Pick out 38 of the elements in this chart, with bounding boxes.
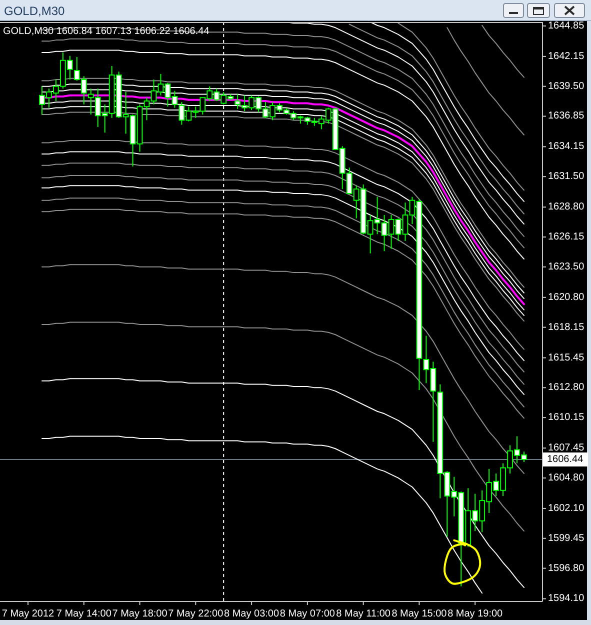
y-tick-label: 1602.10 (548, 502, 585, 514)
y-tick-label: 1626.15 (548, 232, 585, 243)
x-tick-label: 8 May 19:00 (448, 608, 504, 620)
x-tick-label: 7 May 14:00 (56, 608, 112, 620)
line-series (41, 322, 524, 532)
line-series (370, 22, 524, 202)
y-tick-label: 1628.80 (548, 202, 585, 213)
y-tick-label: 1596.80 (548, 562, 585, 574)
y-tick-label: 1607.45 (548, 442, 585, 454)
y-tick-label: 1594.10 (548, 593, 585, 604)
line-series (41, 264, 524, 474)
y-tick-label: 1642.15 (548, 50, 585, 62)
x-tick-label: 8 May 15:00 (392, 608, 448, 620)
y-tick-label: 1599.45 (548, 532, 585, 544)
y-tick-label: 1634.15 (548, 141, 585, 152)
x-tick-label: 8 May 07:00 (280, 608, 336, 620)
line-series (482, 24, 524, 78)
y-tick-label: 1620.80 (548, 292, 585, 303)
line-series (348, 24, 524, 214)
y-tick-label: 1615.45 (548, 352, 585, 364)
y-tick-label: 1636.85 (548, 110, 585, 122)
y-tick-label: 1618.15 (548, 322, 585, 333)
y-tick-label: 1644.85 (548, 20, 585, 32)
chart-title: GOLD,M30 (4, 4, 66, 18)
ref-line-label: 1606.44 (547, 454, 584, 465)
y-tick-label: 1612.80 (548, 382, 585, 394)
x-tick-label: 7 May 22:00 (168, 608, 224, 620)
y-tick-label: 1623.50 (548, 261, 585, 272)
x-tick-label: 8 May 03:00 (224, 608, 280, 620)
y-tick-label: 1631.50 (548, 171, 585, 182)
x-tick-label: 7 May 2012 (2, 608, 55, 620)
y-tick-label: 1610.15 (548, 412, 585, 424)
line-series (398, 22, 524, 191)
x-tick-label: 7 May 18:00 (112, 608, 168, 620)
y-tick-label: 1639.50 (548, 80, 585, 92)
line-series (446, 27, 524, 136)
x-tick-label: 8 May 11:00 (336, 608, 391, 620)
y-tick-label: 1604.80 (548, 472, 585, 484)
